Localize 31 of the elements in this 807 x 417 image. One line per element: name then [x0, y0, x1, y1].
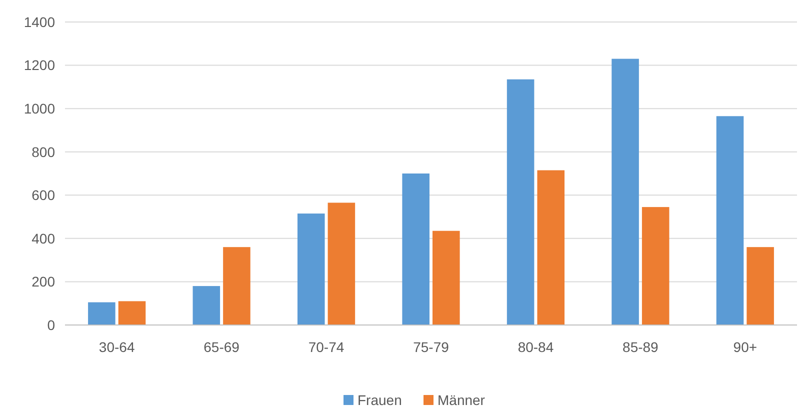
y-tick-label: 400	[32, 230, 56, 246]
legend-label: Frauen	[358, 392, 402, 408]
y-tick-label: 1200	[24, 57, 56, 74]
bar	[192, 286, 220, 325]
bar	[716, 116, 744, 325]
x-tick-label: 85-89	[622, 339, 659, 355]
x-tick-label: 30-64	[98, 339, 135, 355]
x-tick-label: 70-74	[308, 339, 344, 355]
bar	[297, 214, 325, 325]
bar	[746, 247, 774, 325]
bar	[612, 58, 639, 325]
y-tick-label: 0	[47, 316, 56, 333]
bar	[328, 202, 356, 325]
bar	[432, 230, 460, 325]
bar	[88, 302, 116, 325]
x-tick-label: 65-69	[204, 339, 240, 355]
bar	[402, 174, 430, 325]
x-tick-label: 80-84	[518, 339, 554, 355]
y-tick-label: 800	[32, 144, 56, 160]
bar	[537, 170, 565, 325]
bar	[118, 301, 146, 325]
y-tick-label: 1000	[24, 100, 56, 116]
legend-label: Männer	[438, 392, 486, 408]
bar	[223, 247, 250, 325]
bar	[506, 79, 534, 325]
y-tick-label: 200	[32, 274, 56, 290]
x-tick-label: 75-79	[413, 339, 450, 355]
x-tick-label: 90+	[733, 339, 758, 355]
bar	[642, 207, 670, 325]
y-tick-label: 600	[32, 187, 56, 204]
y-tick-label: 1400	[24, 14, 56, 30]
